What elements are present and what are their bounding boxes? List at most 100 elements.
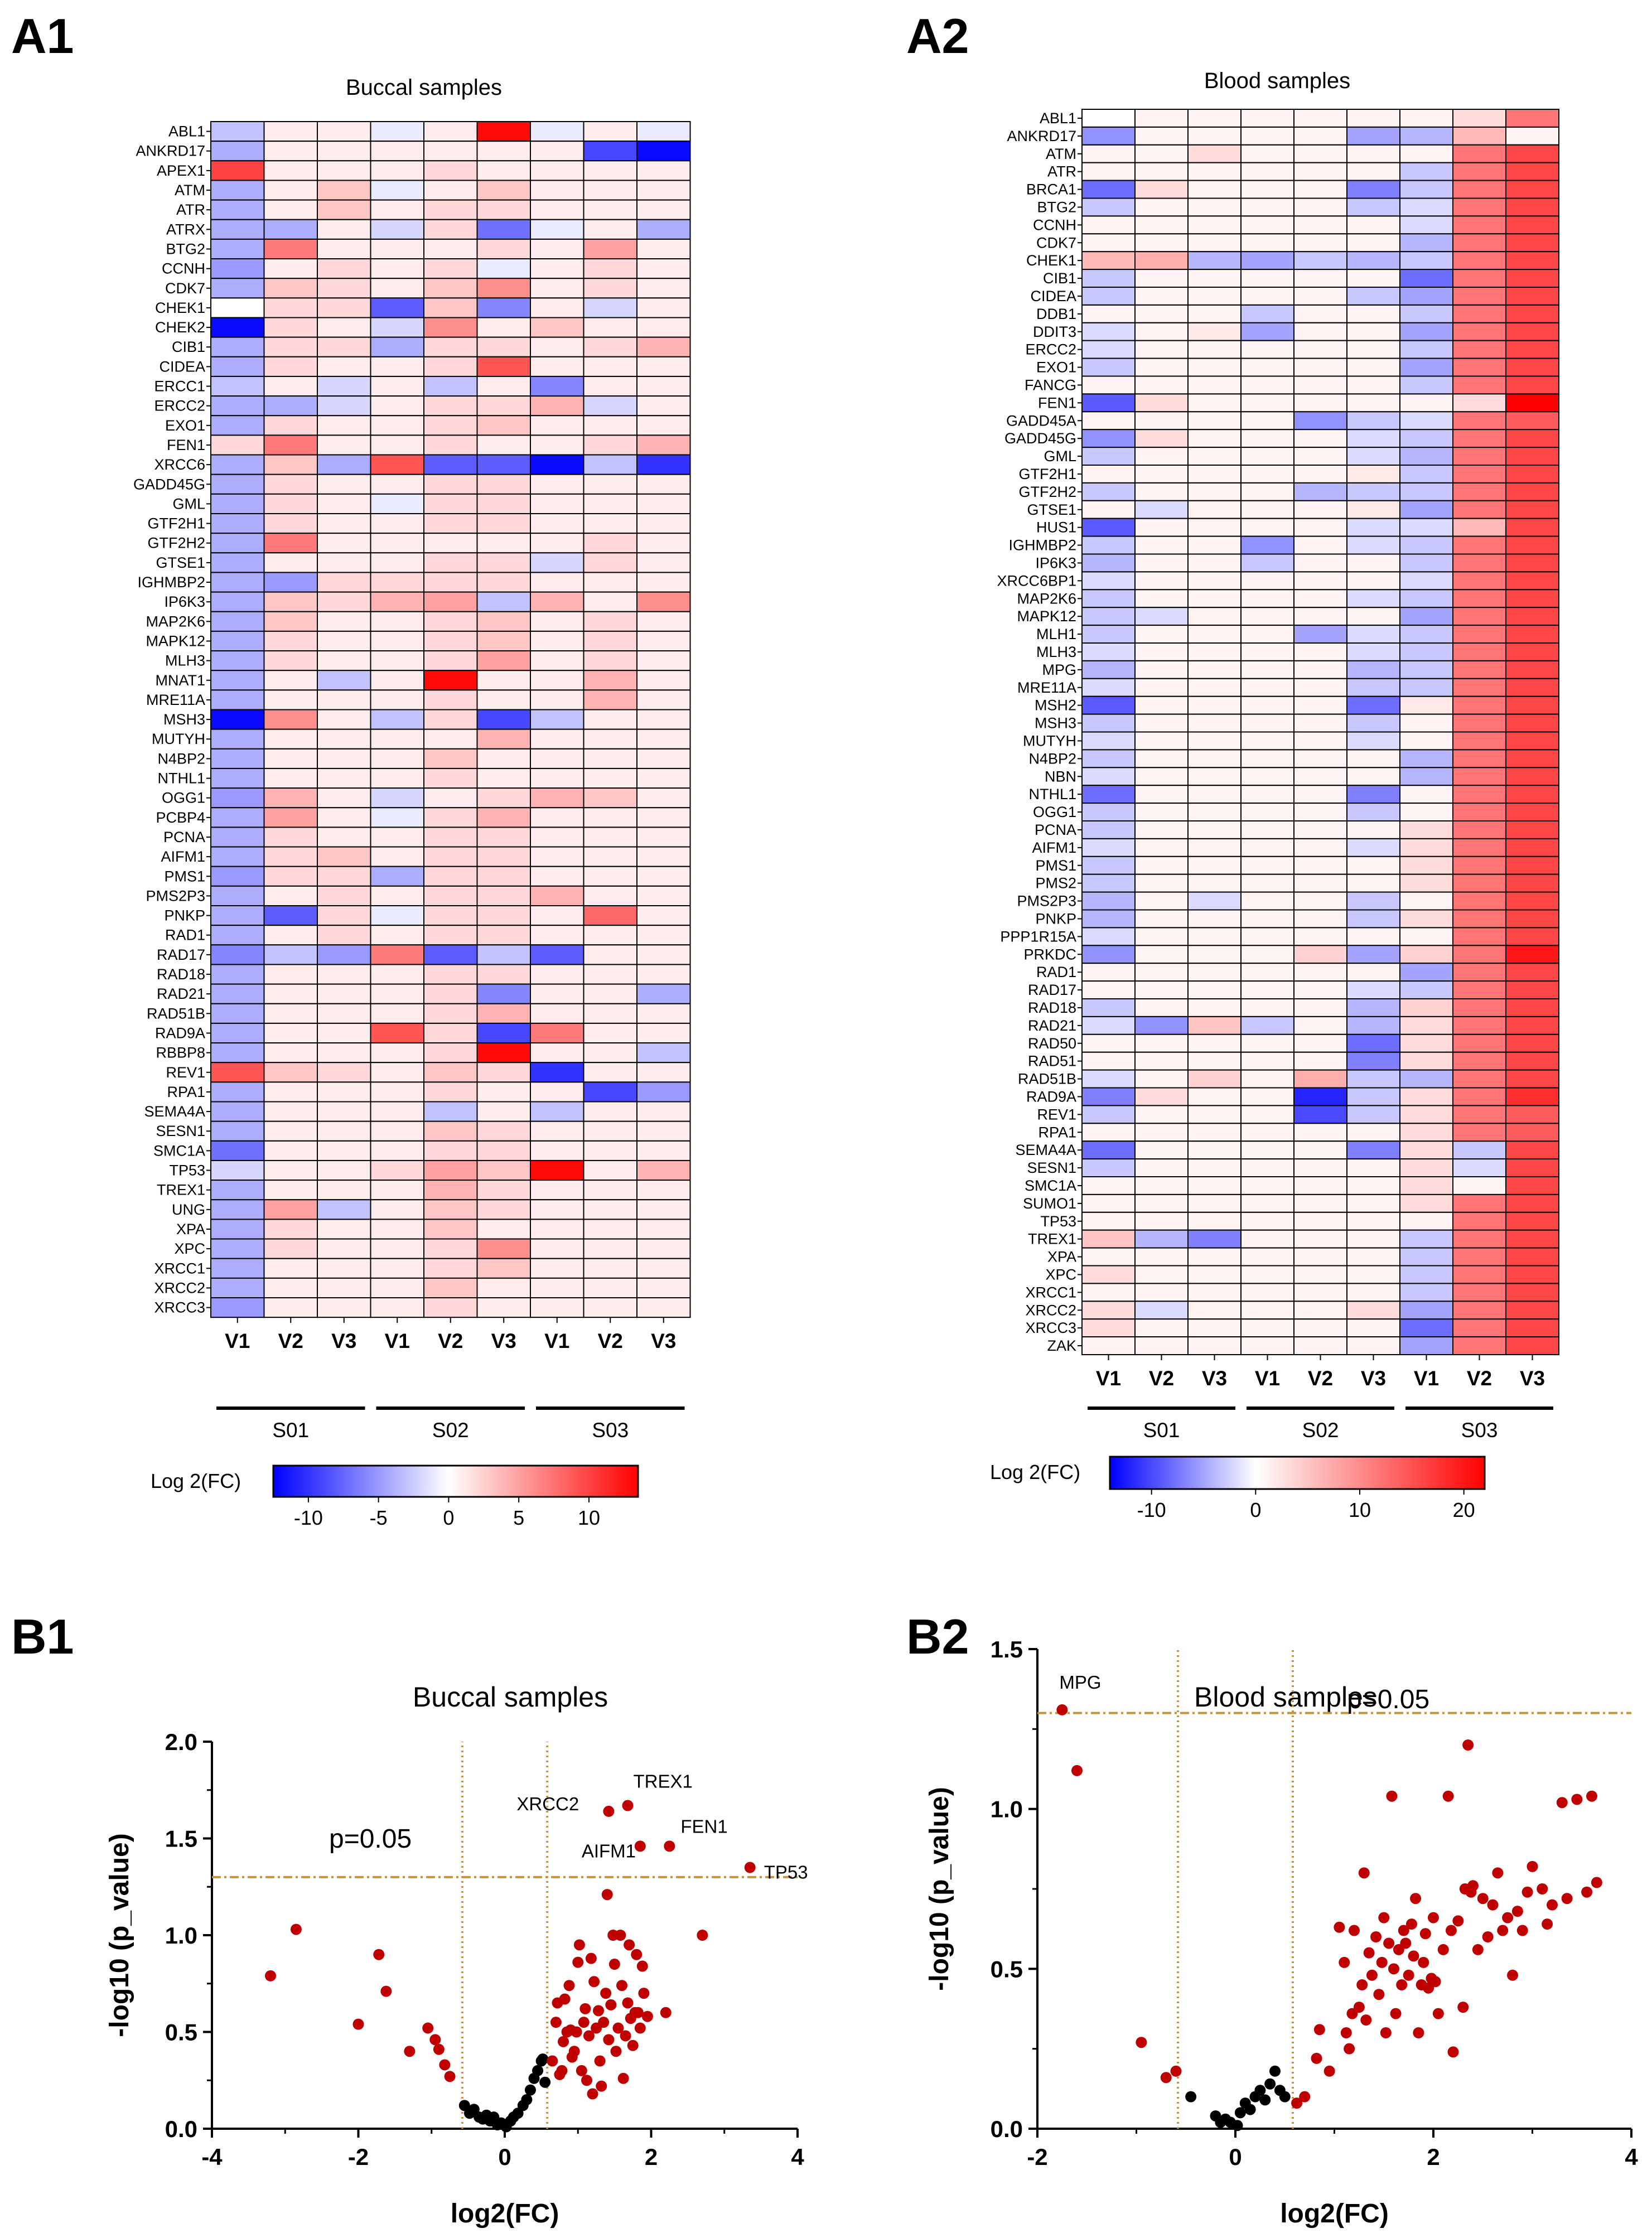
gene-label: IP6K3 — [1035, 554, 1076, 571]
heatmap-cell — [263, 258, 318, 279]
gene-label: PMS2P3 — [146, 887, 205, 904]
colorbar-tick-label: 0 — [1250, 1499, 1261, 1521]
heatmap-cell — [1293, 873, 1347, 893]
heatmap-cell — [423, 630, 478, 652]
heatmap-cell — [1187, 162, 1242, 181]
gene-label: NBN — [1045, 768, 1076, 785]
heatmap-cell — [1187, 197, 1242, 217]
heatmap-cell — [583, 1199, 637, 1220]
heatmap-cell — [423, 964, 478, 985]
nonsignificant-point — [1269, 2065, 1281, 2077]
heatmap-cell — [1399, 767, 1453, 786]
heatmap-cell — [370, 336, 424, 357]
heatmap-cell — [1293, 411, 1347, 431]
heatmap-cell — [636, 1101, 691, 1122]
heatmap-cell — [583, 670, 637, 691]
subject-label: S01 — [1143, 1419, 1180, 1442]
significant-point — [1487, 1899, 1499, 1911]
gene-label: SMC1A — [1025, 1177, 1076, 1194]
gene-label: MPG — [1042, 661, 1076, 678]
heatmap-cell — [583, 278, 637, 299]
heatmap-cell — [370, 1120, 424, 1142]
heatmap-cell — [1293, 998, 1347, 1017]
heatmap-cell — [317, 630, 371, 652]
heatmap-cell — [370, 473, 424, 495]
significant-point — [1376, 1956, 1388, 1968]
heatmap-cell — [1346, 838, 1400, 857]
heatmap-cell — [1081, 678, 1136, 697]
heatmap-cell — [1399, 1211, 1453, 1231]
gene-label: XPC — [1045, 1266, 1076, 1283]
gene-label: CDK7 — [1036, 234, 1076, 251]
heatmap-cell — [317, 160, 371, 181]
heatmap-cell — [263, 885, 318, 906]
heatmap-cell — [1452, 1033, 1506, 1053]
heatmap-cell — [1452, 1301, 1506, 1320]
heatmap-cell — [423, 219, 478, 240]
heatmap-cell — [530, 1101, 585, 1122]
heatmap-cell — [423, 925, 478, 946]
heatmap-cell — [263, 964, 318, 985]
heatmap-cell — [1399, 1229, 1453, 1249]
heatmap-cell — [210, 375, 265, 397]
heatmap-cell — [636, 1297, 691, 1318]
gene-label: GADD45G — [133, 476, 205, 492]
heatmap-cell — [423, 297, 478, 318]
heatmap-cell — [210, 395, 265, 417]
significant-point — [1400, 1937, 1412, 1949]
heatmap-cell — [263, 121, 318, 142]
heatmap-cell — [210, 1062, 265, 1083]
point-annotation: FEN1 — [680, 1816, 727, 1836]
heatmap-cell — [1399, 322, 1453, 341]
heatmap-cell — [317, 650, 371, 671]
heatmap-cell — [263, 415, 318, 436]
heatmap-cell — [1346, 375, 1400, 395]
heatmap-cell — [476, 1238, 531, 1259]
heatmap-cell — [263, 630, 318, 652]
heatmap-cell — [1505, 1087, 1559, 1106]
heatmap-cell — [1452, 980, 1506, 999]
heatmap-cell — [423, 787, 478, 809]
heatmap-cell — [530, 866, 585, 887]
gene-label: ANKRD17 — [136, 143, 205, 160]
heatmap-cell — [1240, 767, 1294, 786]
gene-label: SESN1 — [1027, 1159, 1076, 1176]
heatmap-cell — [1505, 749, 1559, 768]
point-annotation: TREX1 — [634, 1771, 693, 1792]
heatmap-cell — [1187, 678, 1242, 697]
heatmap-cell — [1293, 1087, 1347, 1106]
heatmap-cell — [1505, 340, 1559, 359]
heatmap-cell — [1505, 1033, 1559, 1053]
heatmap-cell — [1505, 571, 1559, 591]
gene-label: ATM — [1046, 146, 1076, 162]
heatmap-cell — [1134, 909, 1189, 929]
heatmap-cell — [210, 415, 265, 436]
heatmap-cell — [636, 689, 691, 710]
heatmap-cell — [1240, 251, 1294, 270]
heatmap-cell — [317, 199, 371, 220]
nonsignificant-point — [537, 2053, 549, 2065]
heatmap-cell — [530, 1297, 585, 1318]
heatmap-cell — [370, 826, 424, 848]
heatmap-cell — [636, 1062, 691, 1083]
heatmap-cell — [210, 670, 265, 691]
gene-label: GTF2H2 — [147, 535, 205, 552]
heatmap-cell — [476, 513, 531, 534]
heatmap-cell — [530, 356, 585, 377]
heatmap-cell — [370, 767, 424, 789]
heatmap-cell — [1452, 607, 1506, 626]
heatmap-cell — [1452, 1105, 1506, 1124]
heatmap-cell — [530, 1277, 585, 1299]
heatmap-cell — [210, 278, 265, 299]
significant-point — [598, 2017, 610, 2028]
gene-label: GTF2H1 — [147, 515, 205, 532]
heatmap-cell — [1187, 1229, 1242, 1249]
gene-label: RAD1 — [1036, 964, 1076, 980]
gene-label: GTF2H2 — [1018, 484, 1076, 500]
heatmap-cell — [1240, 607, 1294, 626]
heatmap-cell — [1293, 126, 1347, 146]
heatmap-cell — [1505, 1211, 1559, 1231]
heatmap-cell — [1187, 927, 1242, 946]
heatmap-cell — [476, 709, 531, 730]
significant-point — [617, 2072, 629, 2084]
